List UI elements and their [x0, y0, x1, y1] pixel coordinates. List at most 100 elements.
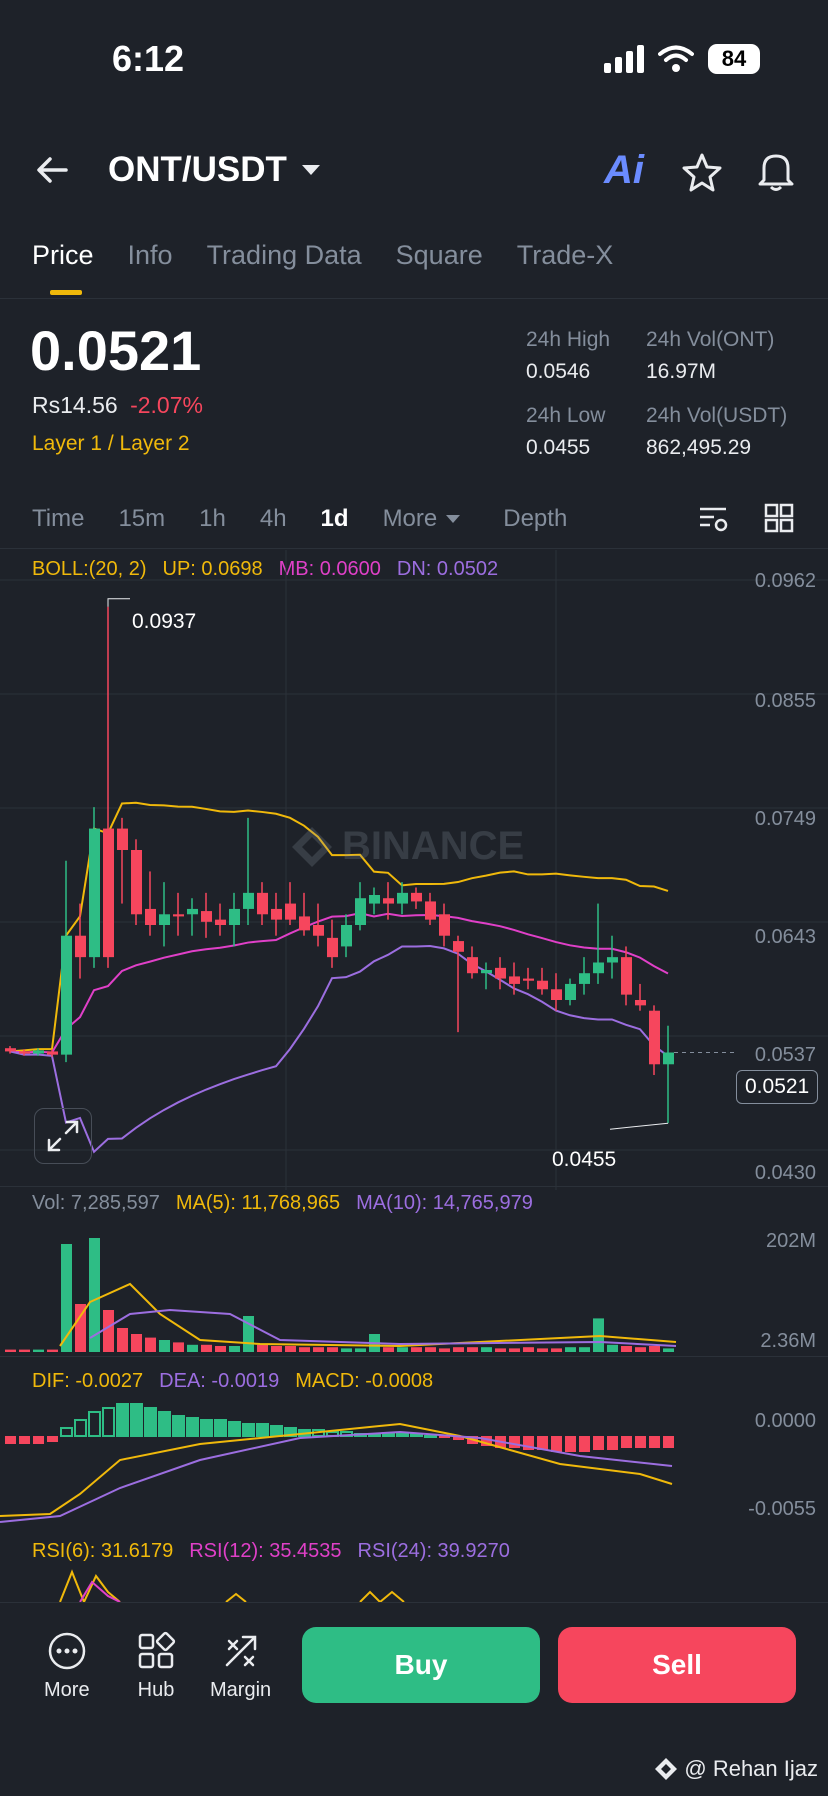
macd-bar — [256, 1423, 269, 1437]
volume-bar — [453, 1347, 464, 1352]
volume-bar — [103, 1310, 114, 1352]
macd-bar — [60, 1427, 73, 1437]
back-arrow-icon[interactable] — [34, 152, 70, 188]
local-price: Rs14.56 — [32, 392, 118, 418]
macd-bar — [382, 1433, 395, 1437]
candle-body — [523, 978, 534, 981]
tf-more[interactable]: More — [383, 505, 462, 533]
nav-hub[interactable]: Hub — [136, 1631, 176, 1702]
sell-button[interactable]: Sell — [558, 1627, 796, 1703]
macd-bar — [509, 1436, 520, 1448]
candle-body — [61, 935, 72, 1055]
candle-body — [425, 901, 436, 920]
tab-info[interactable]: Info — [127, 240, 173, 270]
volume-bar — [649, 1346, 660, 1352]
volume-bar — [173, 1342, 184, 1352]
tf-time[interactable]: Time — [32, 505, 85, 532]
macd-bar — [579, 1436, 590, 1452]
rsi-chart[interactable] — [0, 1566, 828, 1602]
layout-grid-icon[interactable] — [764, 503, 794, 533]
boll-dn-line — [9, 945, 669, 1154]
candle-body — [257, 892, 268, 915]
pair-title: ONT/USDT — [108, 150, 287, 189]
caret-down-icon — [446, 515, 461, 523]
candle-body — [5, 1048, 16, 1052]
status-time: 6:12 — [112, 38, 185, 79]
category-tags[interactable]: Layer 1 / Layer 2 — [32, 432, 190, 455]
candle-body — [187, 908, 198, 915]
candle-body — [663, 1052, 674, 1065]
star-icon[interactable] — [682, 152, 722, 192]
candle-body — [173, 914, 184, 917]
macd-bar — [396, 1433, 409, 1437]
chart-settings-icon[interactable] — [698, 503, 730, 535]
bell-icon[interactable] — [756, 150, 796, 192]
candle-body — [649, 1010, 660, 1065]
volume-bar — [61, 1244, 72, 1352]
nav-margin[interactable]: Margin — [210, 1631, 271, 1702]
high-leader-line — [107, 598, 130, 607]
candle-body — [383, 898, 394, 904]
candle-body — [551, 989, 562, 1000]
price-axis-label: 0.0855 — [754, 690, 816, 712]
tab-trade-x[interactable]: Trade-X — [516, 240, 614, 270]
volume-bar — [159, 1340, 170, 1352]
volume-bar — [117, 1328, 128, 1352]
tab-trading-data[interactable]: Trading Data — [206, 240, 362, 270]
candle-body — [33, 1050, 44, 1054]
candle-body — [159, 914, 170, 925]
macd-bar — [130, 1403, 143, 1437]
vol-ma10: MA(10): 14,765,979 — [356, 1192, 533, 1214]
candle-body — [271, 908, 282, 920]
tf-1h[interactable]: 1h — [199, 505, 226, 532]
tf-depth[interactable]: Depth — [503, 505, 568, 532]
macd-bar — [242, 1423, 255, 1437]
tab-square[interactable]: Square — [395, 240, 483, 270]
price-axis-label: 0.0643 — [754, 926, 816, 948]
nav-more[interactable]: More — [44, 1631, 90, 1702]
macd-bar — [481, 1436, 492, 1446]
pair-selector[interactable]: ONT/USDT — [108, 150, 321, 190]
candle-body — [243, 892, 254, 909]
volume-bar — [89, 1238, 100, 1352]
macd-bar — [19, 1436, 30, 1444]
macd-bar — [144, 1407, 157, 1437]
macd-bar — [621, 1436, 632, 1448]
grid-icon — [138, 1631, 176, 1669]
buy-button[interactable]: Buy — [302, 1627, 540, 1703]
macd-bar — [453, 1436, 464, 1440]
boll-up: UP: 0.0698 — [162, 558, 263, 580]
volume-axis-top: 202M — [765, 1230, 816, 1252]
volume-legend: Vol: 7,285,597 MA(5): 11,768,965 MA(10):… — [32, 1192, 533, 1215]
stat-24h-low: 24h Low 0.0455 — [526, 404, 606, 459]
tf-15m[interactable]: 15m — [118, 505, 166, 532]
candle-body — [537, 980, 548, 990]
low-leader-line — [609, 1122, 669, 1130]
price-axis-label: 0.0962 — [754, 570, 816, 592]
tab-price[interactable]: Price — [32, 240, 94, 295]
vol-ma5: MA(5): 11,768,965 — [175, 1192, 341, 1214]
candle-body — [579, 973, 590, 984]
main-tabs: Price Info Trading Data Square Trade-X — [32, 240, 614, 295]
caret-down-icon — [301, 165, 320, 175]
candle-body — [47, 1051, 58, 1055]
volume-bar — [229, 1346, 240, 1352]
tf-4h[interactable]: 4h — [259, 505, 287, 532]
volume-bar — [271, 1346, 282, 1352]
macd-value: MACD: -0.0008 — [295, 1370, 434, 1392]
macd-chart[interactable] — [0, 1398, 828, 1528]
volume-bar — [467, 1347, 478, 1352]
volume-bar — [47, 1349, 58, 1352]
ai-button[interactable]: Ai — [604, 148, 644, 193]
volume-bar — [411, 1347, 422, 1352]
tf-1d[interactable]: 1d — [320, 505, 349, 532]
price-sub: Rs14.56 -2.07% — [32, 392, 203, 419]
binance-logo-icon — [292, 826, 332, 867]
ai-icon: Ai — [604, 148, 644, 192]
macd-bar — [47, 1436, 58, 1442]
expand-chart-button[interactable] — [34, 1108, 92, 1164]
volume-bar — [537, 1348, 548, 1352]
volume-chart[interactable] — [0, 1222, 828, 1356]
high-annotation: 0.0937 — [132, 610, 197, 633]
candlestick-chart[interactable] — [0, 550, 828, 1190]
